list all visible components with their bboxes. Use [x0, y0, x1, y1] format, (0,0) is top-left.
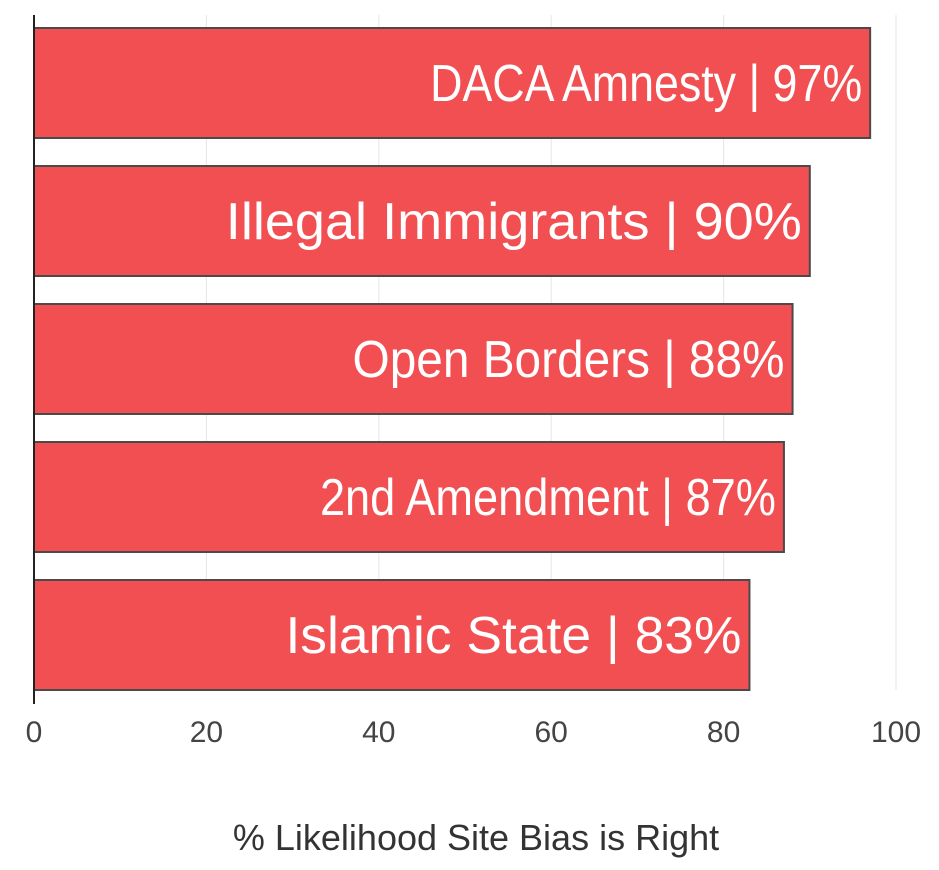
bar-2nd-amendment [33, 441, 785, 553]
bar-labels: DACA Amnesty | 97% Illegal Immigrants | 9… [226, 55, 862, 665]
x-axis-title: % Likelihood Site Bias is Right [233, 817, 719, 858]
x-tick-label-20: 20 [190, 716, 223, 749]
bar-daca-amnesty [33, 27, 872, 139]
x-tick-label-100: 100 [871, 716, 921, 749]
x-tick-label-60: 60 [535, 716, 568, 749]
x-tick-label-80: 80 [707, 716, 740, 749]
bar-islamic-state [33, 579, 751, 691]
bar-label-open-borders: Open Borders | 88% [353, 331, 785, 389]
x-tick-label-40: 40 [362, 716, 395, 749]
x-tick-labels: 0 20 40 60 80 100 [26, 716, 921, 749]
bar-label-islamic-state: Islamic State | 83% [285, 607, 741, 665]
bar-label-2nd-amendment: 2nd Amendment | 87% [320, 469, 776, 527]
x-tick-label-0: 0 [26, 716, 43, 749]
bar-open-borders [33, 303, 794, 415]
bar-label-illegal-immigrants: Illegal Immigrants | 90% [226, 193, 802, 251]
bar-label-daca-amnesty: DACA Amnesty | 97% [430, 55, 862, 113]
